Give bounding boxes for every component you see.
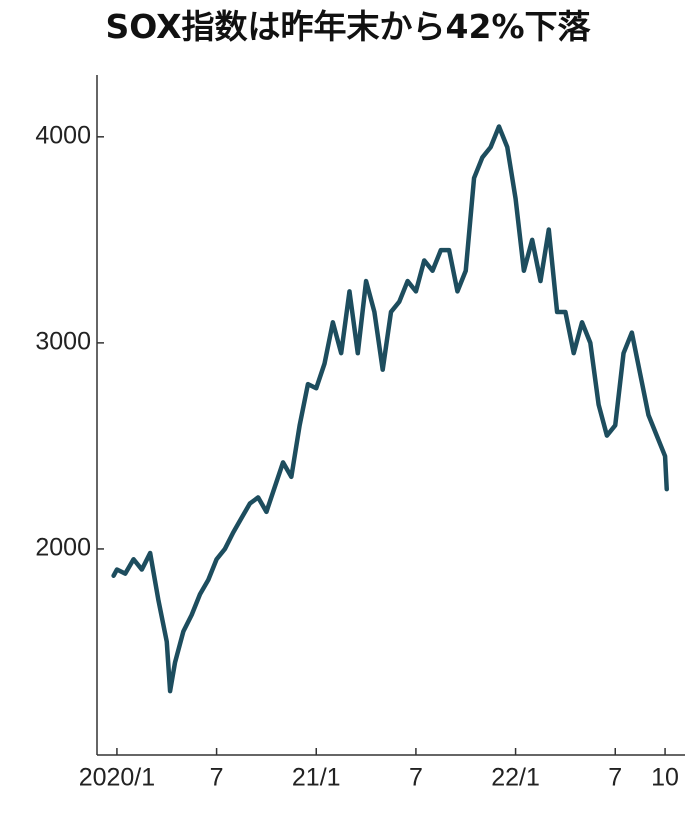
x-tick-label: 21/1 [292, 764, 341, 792]
x-tick-label: 7 [409, 764, 423, 792]
x-tick-label: 7 [608, 764, 622, 792]
y-tick-label: 4000 [35, 121, 91, 149]
y-tick-label: 3000 [35, 327, 91, 355]
x-tick-label: 10 [651, 764, 679, 792]
x-tick-label: 22/1 [491, 764, 540, 792]
chart-title: SOX指数は昨年末から42%下落 [105, 7, 591, 46]
y-tick-label: 2000 [35, 534, 91, 562]
series-line [111, 124, 669, 694]
x-tick-label: 2020/1 [79, 764, 155, 792]
x-tick-label: 7 [210, 764, 224, 792]
